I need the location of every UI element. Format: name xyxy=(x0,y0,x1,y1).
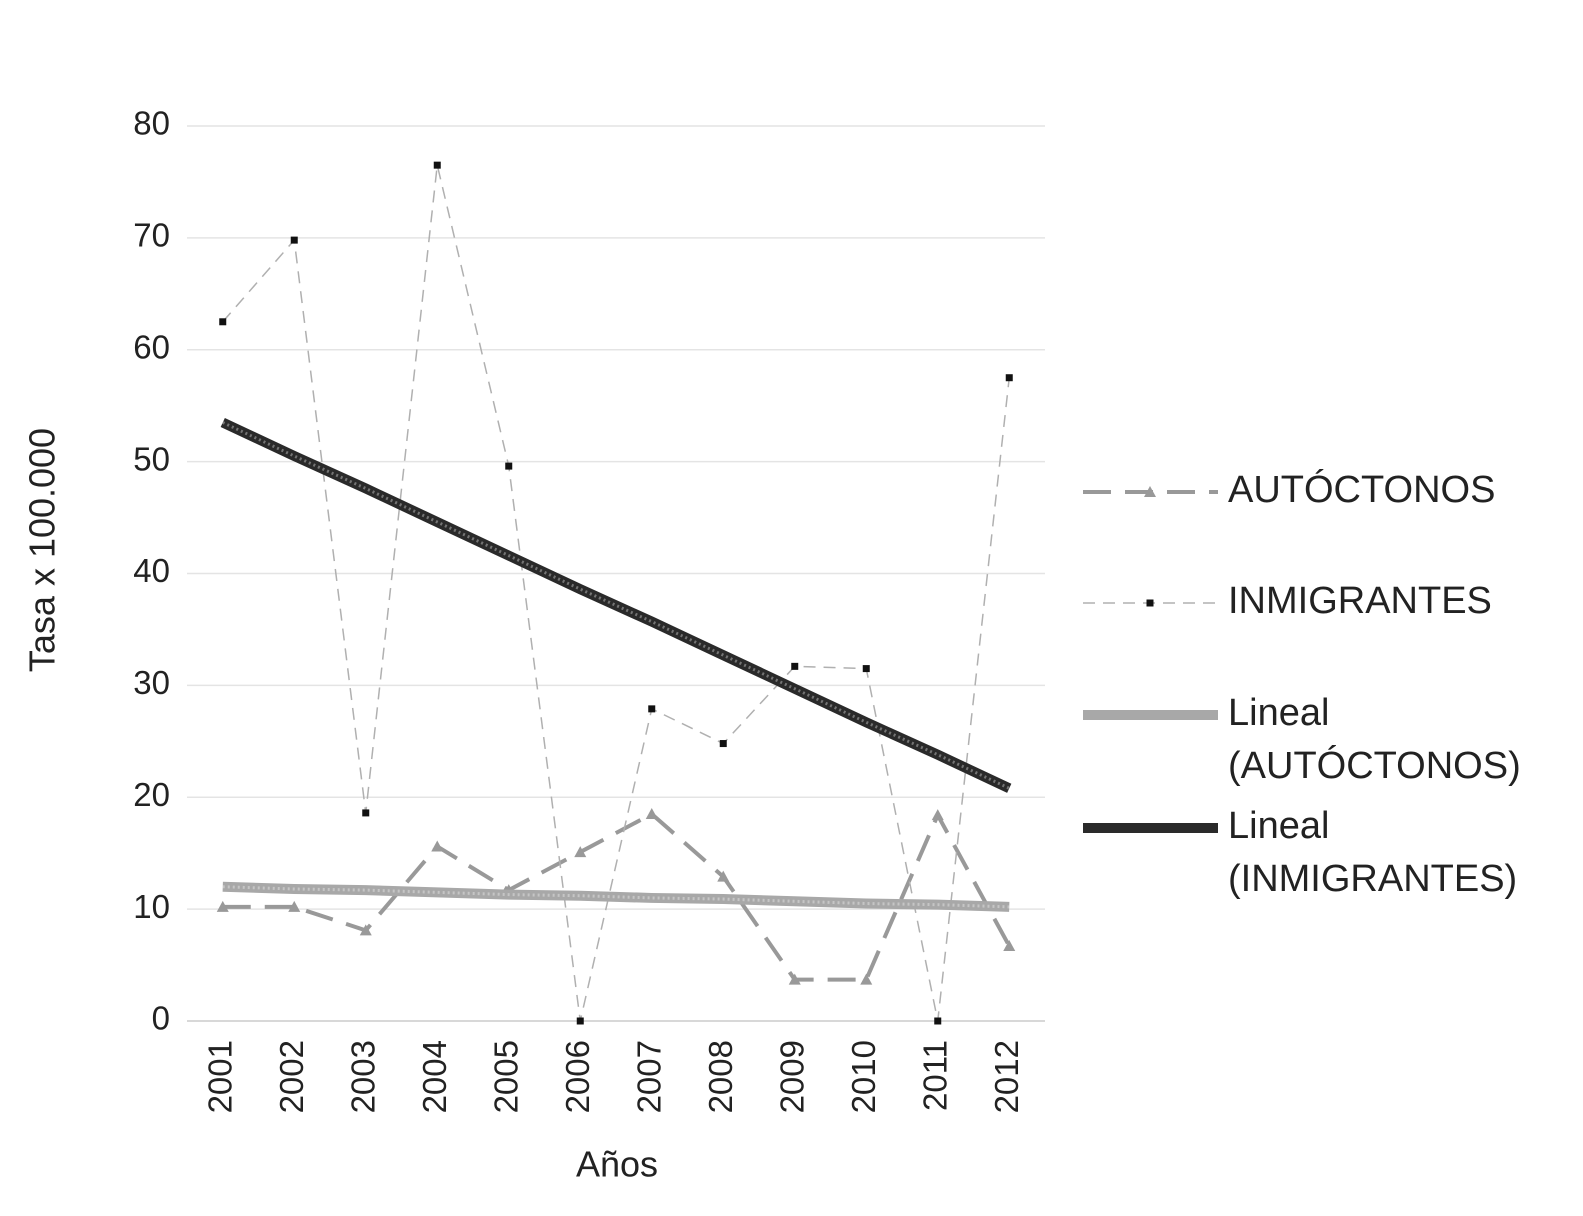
data-point xyxy=(788,973,801,985)
x-tick-label: 2009 xyxy=(773,1040,810,1113)
y-tick-label: 80 xyxy=(133,105,170,142)
data-point xyxy=(576,1017,584,1025)
x-tick-label: 2002 xyxy=(273,1040,310,1113)
x-tick-label: 2001 xyxy=(201,1040,238,1113)
y-tick-label: 50 xyxy=(133,440,170,477)
legend-label-line: (INMIGRANTES) xyxy=(1228,858,1517,900)
data-point xyxy=(1003,940,1016,952)
data-point xyxy=(288,900,301,912)
x-tick-label: 2004 xyxy=(416,1040,453,1113)
legend-label: AUTÓCTONOS xyxy=(1228,468,1495,511)
y-tick-label: 40 xyxy=(133,552,170,589)
data-point xyxy=(648,705,656,713)
x-tick-label: 2008 xyxy=(702,1040,739,1113)
x-tick-label: 2007 xyxy=(630,1040,667,1113)
legend-label-line: Lineal xyxy=(1228,692,1329,734)
legend-label: INMIGRANTES xyxy=(1228,580,1492,622)
x-tick-label: 2003 xyxy=(344,1040,381,1113)
legend-label-line: (AUTÓCTONOS) xyxy=(1228,744,1521,787)
x-tick-label: 2010 xyxy=(845,1040,882,1113)
data-point xyxy=(931,809,944,821)
data-point xyxy=(216,900,229,912)
legend-marker xyxy=(1144,486,1156,497)
data-point xyxy=(719,740,727,748)
y-tick-label: 60 xyxy=(133,328,170,365)
y-tick-label: 30 xyxy=(133,664,170,701)
data-point xyxy=(362,809,370,817)
data-point xyxy=(934,1017,942,1025)
legend-label: Lineal (AUTÓCTONOS) xyxy=(1228,692,1521,787)
data-point xyxy=(359,924,372,936)
data-point xyxy=(219,318,227,326)
x-tick-label: 2011 xyxy=(916,1040,953,1111)
data-point xyxy=(645,808,658,820)
x-tick-label: 2006 xyxy=(559,1040,596,1113)
series-line xyxy=(220,417,1012,793)
data-point xyxy=(1005,374,1013,382)
y-tick-label: 70 xyxy=(133,217,170,254)
data-point xyxy=(505,462,513,470)
data-point xyxy=(791,662,799,670)
data-point xyxy=(717,870,730,882)
series-line-texture xyxy=(222,885,1010,909)
x-axis-label: Años xyxy=(576,1144,658,1185)
data-point xyxy=(862,665,870,673)
legend-label-line: Lineal xyxy=(1228,805,1329,847)
series-line xyxy=(222,881,1010,912)
data-point xyxy=(860,973,873,985)
data-point xyxy=(290,236,298,244)
data-point xyxy=(574,846,587,858)
x-tick-label: 2012 xyxy=(988,1040,1025,1113)
data-point xyxy=(433,161,441,169)
legend-marker xyxy=(1146,599,1154,607)
y-tick-label: 0 xyxy=(152,1000,170,1037)
x-tick-label: 2005 xyxy=(487,1040,524,1113)
y-tick-label: 20 xyxy=(133,776,170,813)
data-point xyxy=(431,840,444,852)
y-tick-label: 10 xyxy=(133,888,170,925)
y-axis-label: Tasa x 100.000 xyxy=(22,428,63,672)
series-line xyxy=(222,810,1012,982)
legend-label: Lineal (INMIGRANTES) xyxy=(1228,805,1517,900)
